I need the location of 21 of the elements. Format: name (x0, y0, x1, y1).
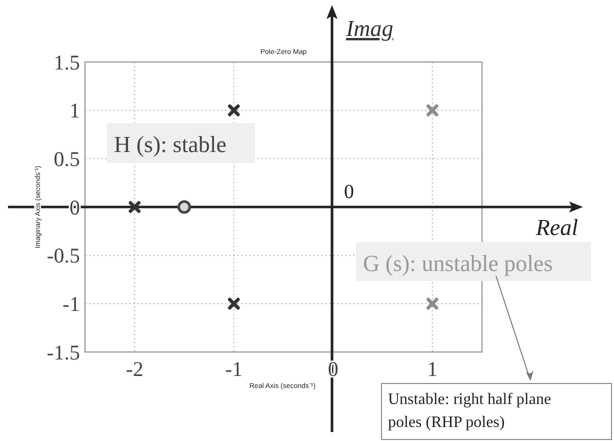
annotation: 0 (344, 181, 354, 203)
point (426, 104, 438, 116)
x-tick-label: 1 (427, 357, 438, 381)
text: Real (534, 215, 578, 240)
annotation: G (s): unstable poles (363, 251, 553, 276)
y-tick-label: -1 (62, 292, 80, 316)
x-tick-label: -1 (225, 357, 243, 381)
text: Unstable: right half plane poles (RHP poles) (388, 391, 552, 431)
y-tick-label: 0.5 (54, 147, 80, 172)
point (177, 200, 192, 214)
x-tick-label: -2 (126, 357, 144, 381)
y-tick-label: -1.5 (46, 340, 80, 364)
point (128, 201, 141, 213)
y-tick-label: 1.5 (54, 50, 80, 74)
text: Imag (345, 16, 394, 41)
point (228, 298, 240, 310)
y-tick-label: 1 (70, 98, 80, 123)
point (426, 298, 438, 310)
annotation: H (s): stable (114, 132, 226, 157)
point (228, 104, 240, 116)
y-tick-label: -0.5 (46, 244, 80, 268)
